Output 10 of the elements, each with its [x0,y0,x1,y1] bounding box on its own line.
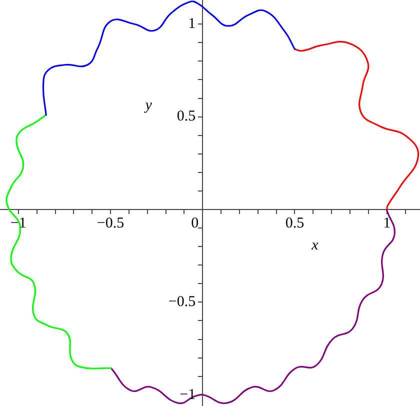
x-tick-label: 1 [383,215,391,232]
x-tick-label: 0 [191,215,199,232]
x-axis-title: x [310,237,319,254]
y-axis-title: y [143,97,152,114]
x-tick-label: −0.5 [96,215,124,232]
x-tick-label: 0.5 [285,215,304,232]
y-tick-label: 0.5 [176,108,196,125]
y-tick-label: −0.5 [168,294,196,310]
y-tick-label: −1 [180,386,196,403]
y-tick-label: 1 [188,16,196,32]
